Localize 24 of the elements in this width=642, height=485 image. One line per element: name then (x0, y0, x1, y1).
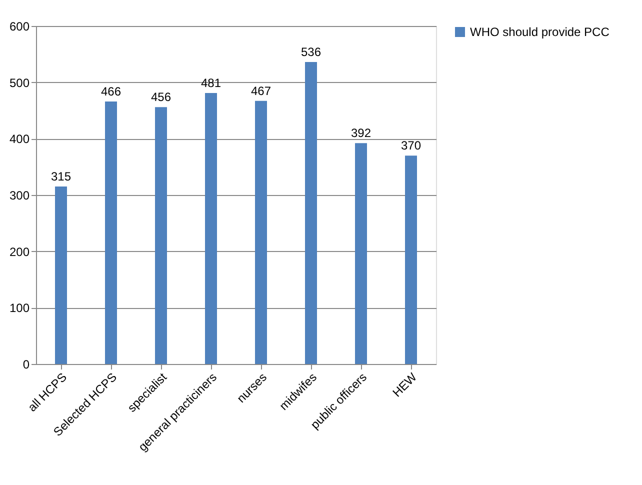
y-tick-label: 600 (9, 20, 30, 34)
y-tick-label: 200 (9, 244, 30, 259)
data-label: 315 (50, 170, 72, 184)
bar (155, 107, 167, 364)
data-label: 466 (100, 84, 122, 98)
data-label: 536 (300, 45, 322, 60)
bar (255, 100, 267, 364)
data-label: 370 (400, 138, 422, 153)
y-tick-label: 500 (9, 76, 30, 90)
data-label: 467 (250, 84, 272, 98)
bar (55, 186, 67, 364)
y-tick-label: 100 (9, 301, 30, 316)
data-label: 481 (200, 76, 222, 90)
bar (355, 143, 367, 364)
legend-label: WHO should provide PCC (470, 25, 610, 39)
y-tick-label: 0 (22, 358, 30, 372)
y-tick-label: 300 (9, 188, 30, 202)
bar (405, 156, 417, 364)
data-label: 392 (350, 126, 372, 140)
bar (305, 62, 317, 364)
data-label: 456 (150, 90, 172, 104)
y-tick-label: 400 (9, 132, 30, 146)
bar (205, 93, 217, 364)
bar (105, 101, 117, 364)
